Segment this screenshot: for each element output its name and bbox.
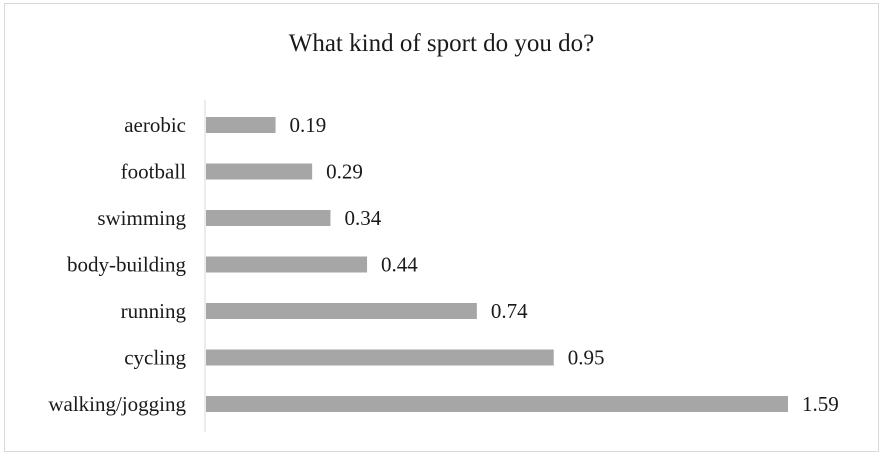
chart-frame: [4, 3, 879, 452]
category-label: aerobic: [124, 113, 186, 137]
value-label: 0.74: [491, 299, 528, 323]
category-label: cycling: [124, 346, 186, 370]
category-label: walking/jogging: [48, 392, 186, 416]
value-label: 0.95: [568, 346, 605, 370]
chart-title: What kind of sport do you do?: [288, 30, 595, 57]
bar: [206, 117, 276, 133]
bars-layer: aerobic 0.19 football 0.29 swimming 0.34 body-…: [48, 113, 838, 416]
category-label: body-building: [67, 253, 186, 277]
bar: [206, 303, 477, 319]
category-label: football: [121, 160, 186, 184]
value-label: 0.44: [381, 253, 418, 277]
bar: [206, 396, 788, 412]
bar: [206, 256, 368, 273]
value-label: 0.19: [290, 113, 327, 137]
value-label: 0.34: [344, 206, 381, 230]
value-label: 1.59: [802, 392, 839, 416]
category-label: swimming: [97, 206, 186, 230]
bar: [206, 163, 313, 180]
value-label: 0.29: [326, 160, 363, 184]
bar: [206, 210, 331, 226]
category-label: running: [121, 299, 187, 323]
bar: [206, 349, 554, 366]
